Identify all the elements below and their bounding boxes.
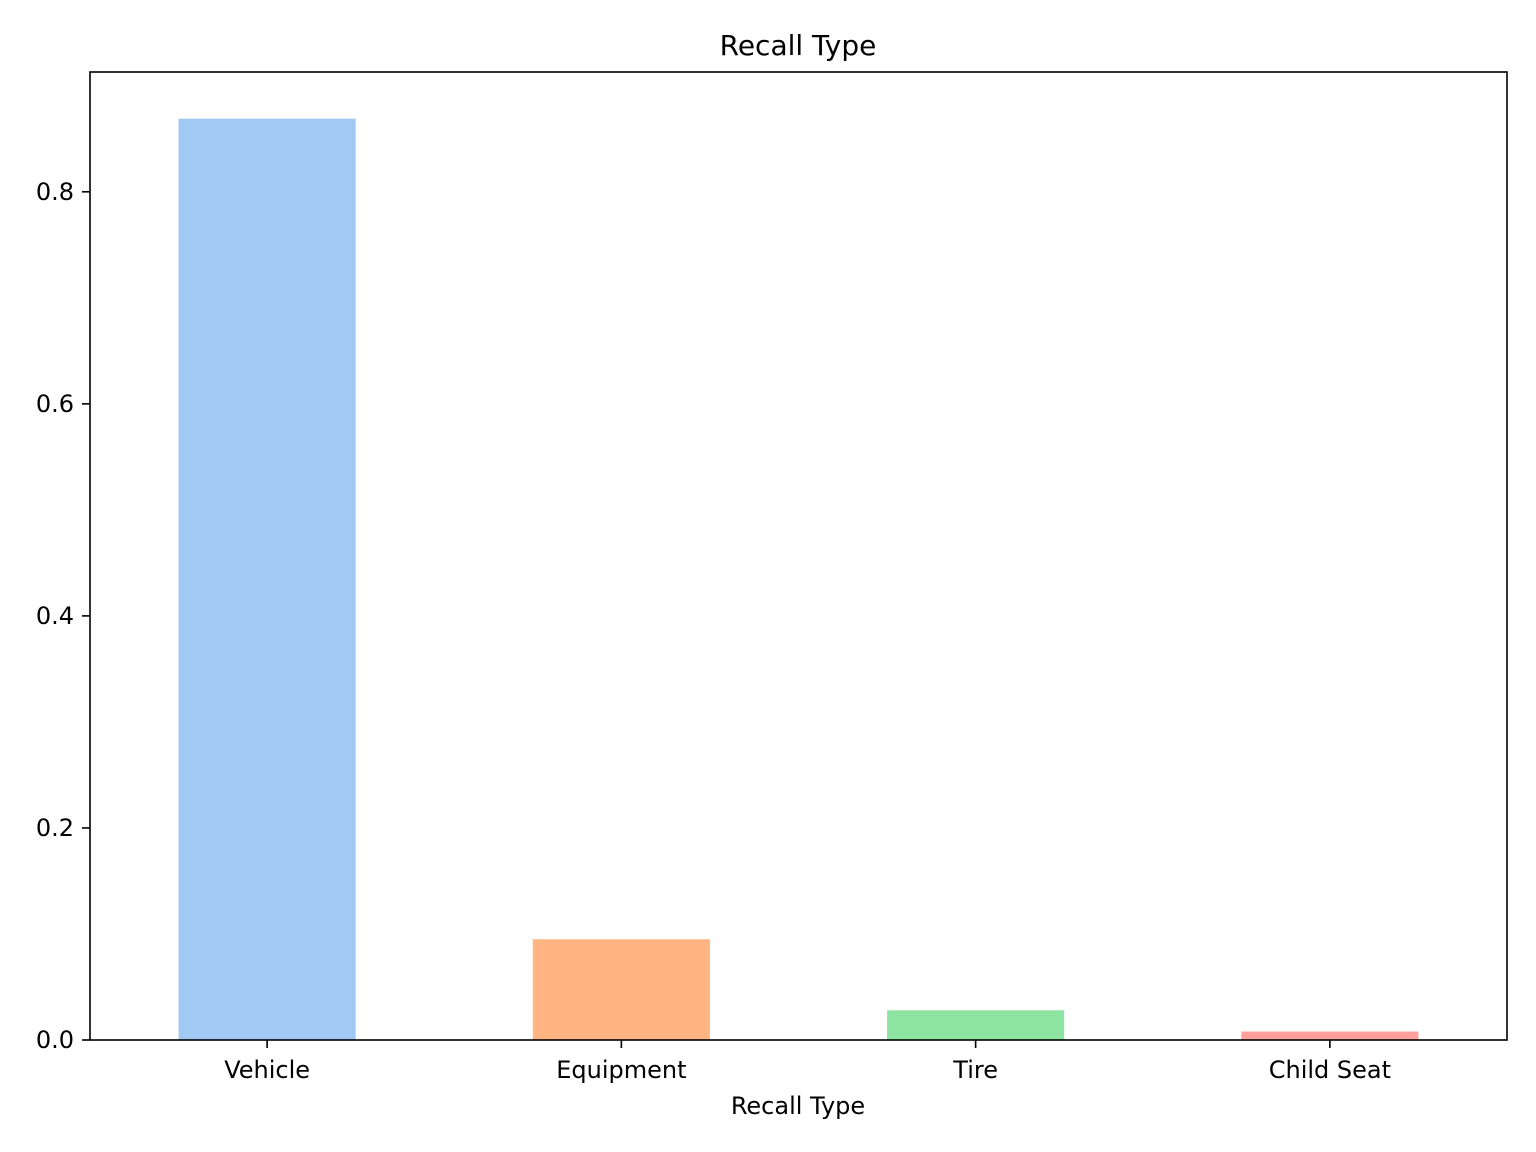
bar-equipment [532,939,710,1040]
chart-title: Recall Type [720,29,877,62]
x-tick-label: Tire [952,1056,998,1084]
y-tick-label: 0.8 [36,178,74,206]
x-axis-label: Recall Type [731,1092,865,1120]
plot-frame [89,71,1508,1041]
bar-tire [887,1010,1065,1040]
y-tick-label: 0.2 [36,814,74,842]
y-axis: 0.0 0.2 0.4 0.6 0.8 [36,178,90,1054]
bars-group [178,118,1419,1040]
x-axis: Vehicle Equipment Tire Child Seat [224,1040,1391,1084]
x-tick-label: Child Seat [1269,1056,1391,1084]
y-tick-label: 0.4 [36,602,74,630]
x-tick-label: Equipment [556,1056,686,1084]
bar-vehicle [178,118,356,1040]
y-tick-label: 0.6 [36,390,74,418]
y-tick-label: 0.0 [36,1026,74,1054]
x-tick-label: Vehicle [224,1056,310,1084]
bar-child-seat [1241,1031,1419,1040]
